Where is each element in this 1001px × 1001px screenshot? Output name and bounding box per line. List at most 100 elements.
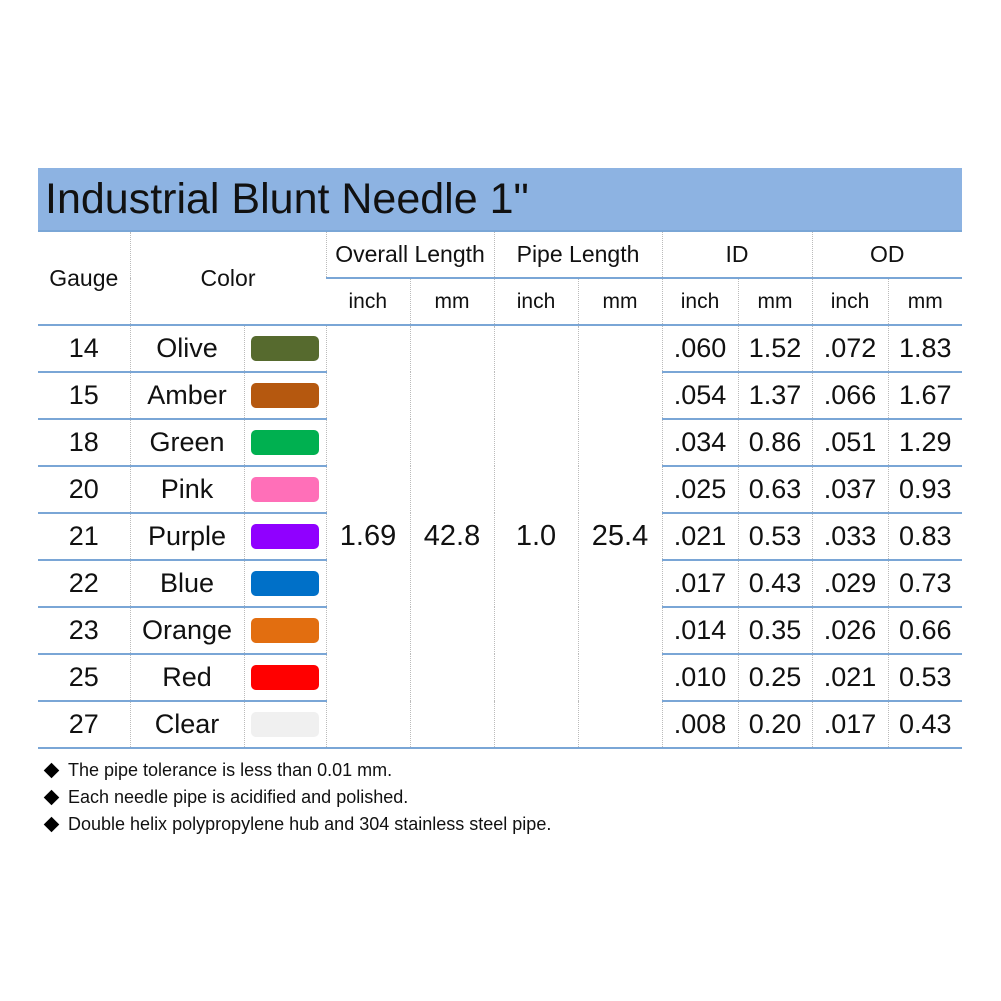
color-swatch bbox=[251, 571, 319, 596]
dimension: 0.53 bbox=[887, 654, 963, 702]
color-swatch bbox=[251, 336, 319, 361]
gauge: 22 bbox=[38, 560, 130, 608]
title: Industrial Blunt Needle 1" bbox=[38, 168, 963, 232]
dimension: 0.63 bbox=[737, 466, 812, 514]
bullet bbox=[43, 816, 60, 833]
color-name: Orange bbox=[129, 607, 244, 655]
data-row: 25 Red .010 0.25.021 0.53 bbox=[38, 654, 963, 702]
swatch-cell bbox=[243, 513, 326, 561]
data-row: 18 Green .034 0.86.051 1.29 bbox=[38, 419, 963, 467]
color-swatch bbox=[251, 383, 319, 408]
dimension: .017 bbox=[661, 560, 738, 608]
gauge: 20 bbox=[38, 466, 130, 514]
swatch-cell bbox=[243, 372, 326, 420]
header-unit: mm bbox=[409, 277, 494, 326]
color-swatch bbox=[251, 477, 319, 502]
swatch-cell bbox=[243, 607, 326, 655]
unit-row: inch mm inch mm inch mm inch mm bbox=[38, 277, 963, 326]
data-row: 20 Pink .025 0.63.037 0.93 bbox=[38, 466, 963, 514]
dimension: .033 bbox=[811, 513, 888, 561]
dimension: 0.43 bbox=[887, 701, 963, 749]
dimension: 0.93 bbox=[887, 466, 963, 514]
gauge: 25 bbox=[38, 654, 130, 702]
notes: The pipe tolerance is less than 0.01 mm.… bbox=[43, 758, 552, 839]
dimension: 1.83 bbox=[887, 325, 963, 373]
dimension: .051 bbox=[811, 419, 888, 467]
swatch-cell bbox=[243, 466, 326, 514]
dimension: .066 bbox=[811, 372, 888, 420]
dimension: .034 bbox=[661, 419, 738, 467]
header-group: ID bbox=[661, 231, 812, 278]
dimension: 1.29 bbox=[887, 419, 963, 467]
dimension: .021 bbox=[811, 654, 888, 702]
dimension: .026 bbox=[811, 607, 888, 655]
bullet bbox=[43, 762, 60, 779]
dimension: .060 bbox=[661, 325, 738, 373]
dimension: 0.73 bbox=[887, 560, 963, 608]
swatch-cell bbox=[243, 701, 326, 749]
swatch-cell bbox=[243, 419, 326, 467]
gauge: 18 bbox=[38, 419, 130, 467]
dimension: .072 bbox=[811, 325, 888, 373]
dimension: .014 bbox=[661, 607, 738, 655]
color-name: Blue bbox=[129, 560, 244, 608]
dimension: .037 bbox=[811, 466, 888, 514]
note-text: Each needle pipe is acidified and polish… bbox=[68, 787, 409, 807]
dimension: .017 bbox=[811, 701, 888, 749]
header-unit: inch bbox=[811, 277, 888, 326]
header-group: OD bbox=[811, 231, 963, 278]
header-unit: inch bbox=[661, 277, 738, 326]
note-text: Double helix polypropylene hub and 304 s… bbox=[68, 814, 552, 834]
header-group: Overall Length bbox=[325, 231, 494, 278]
swatch-cell bbox=[243, 325, 326, 373]
color-name: Clear bbox=[129, 701, 244, 749]
dimension: 0.25 bbox=[737, 654, 812, 702]
dimension: 0.86 bbox=[737, 419, 812, 467]
title-row: Industrial Blunt Needle 1" bbox=[38, 168, 963, 232]
dimension: .025 bbox=[661, 466, 738, 514]
data-row: 22 Blue .017 0.43.029 0.73 bbox=[38, 560, 963, 608]
dimension: 0.35 bbox=[737, 607, 812, 655]
gauge: 27 bbox=[38, 701, 130, 749]
dimension: 0.53 bbox=[737, 513, 812, 561]
shared-value: 25.4 bbox=[577, 325, 662, 749]
gauge: 23 bbox=[38, 607, 130, 655]
header-unit: mm bbox=[887, 277, 963, 326]
dimension: 1.52 bbox=[737, 325, 812, 373]
table-body: Industrial Blunt Needle 1" Gauge Color Ove… bbox=[38, 168, 963, 749]
color-name: Red bbox=[129, 654, 244, 702]
shared-value: 42.8 bbox=[409, 325, 494, 749]
dimension: 0.66 bbox=[887, 607, 963, 655]
shared-value: 1.69 bbox=[325, 325, 410, 749]
shared-value: 1.0 bbox=[493, 325, 578, 749]
color-swatch bbox=[251, 430, 319, 455]
color-swatch bbox=[251, 712, 319, 737]
color-name: Pink bbox=[129, 466, 244, 514]
swatch-cell bbox=[243, 560, 326, 608]
dimension: 1.67 bbox=[887, 372, 963, 420]
header-color: Color bbox=[129, 231, 326, 326]
data-row: 23 Orange .014 0.35.026 0.66 bbox=[38, 607, 963, 655]
bullet bbox=[43, 789, 60, 806]
color-name: Purple bbox=[129, 513, 244, 561]
note: Double helix polypropylene hub and 304 s… bbox=[43, 812, 552, 839]
dimension: 1.37 bbox=[737, 372, 812, 420]
dimension: 0.20 bbox=[737, 701, 812, 749]
note: The pipe tolerance is less than 0.01 mm. bbox=[43, 758, 551, 785]
dimension: 0.83 bbox=[887, 513, 963, 561]
header-unit: mm bbox=[737, 277, 812, 326]
note: Each needle pipe is acidified and polish… bbox=[43, 785, 551, 812]
header-unit: inch bbox=[493, 277, 578, 326]
color-name: Amber bbox=[129, 372, 244, 420]
dimension: .010 bbox=[661, 654, 738, 702]
header-group: Pipe Length bbox=[493, 231, 662, 278]
dimension: .021 bbox=[661, 513, 738, 561]
data-row: 27 Clear .008 0.20.017 0.43 bbox=[38, 701, 963, 749]
color-swatch bbox=[251, 618, 319, 643]
needle-table: Industrial Blunt Needle 1" Gauge Color Ove… bbox=[38, 168, 963, 749]
data-row: 14 Olive 1.69 42.8 1.0 25.4.060 1.52.072 1.83 bbox=[38, 325, 963, 749]
data-row: 21 Purple .021 0.53.033 0.83 bbox=[38, 513, 963, 561]
data-row: 15 Amber .054 1.37.066 1.67 bbox=[38, 372, 963, 420]
dimension: .054 bbox=[661, 372, 738, 420]
